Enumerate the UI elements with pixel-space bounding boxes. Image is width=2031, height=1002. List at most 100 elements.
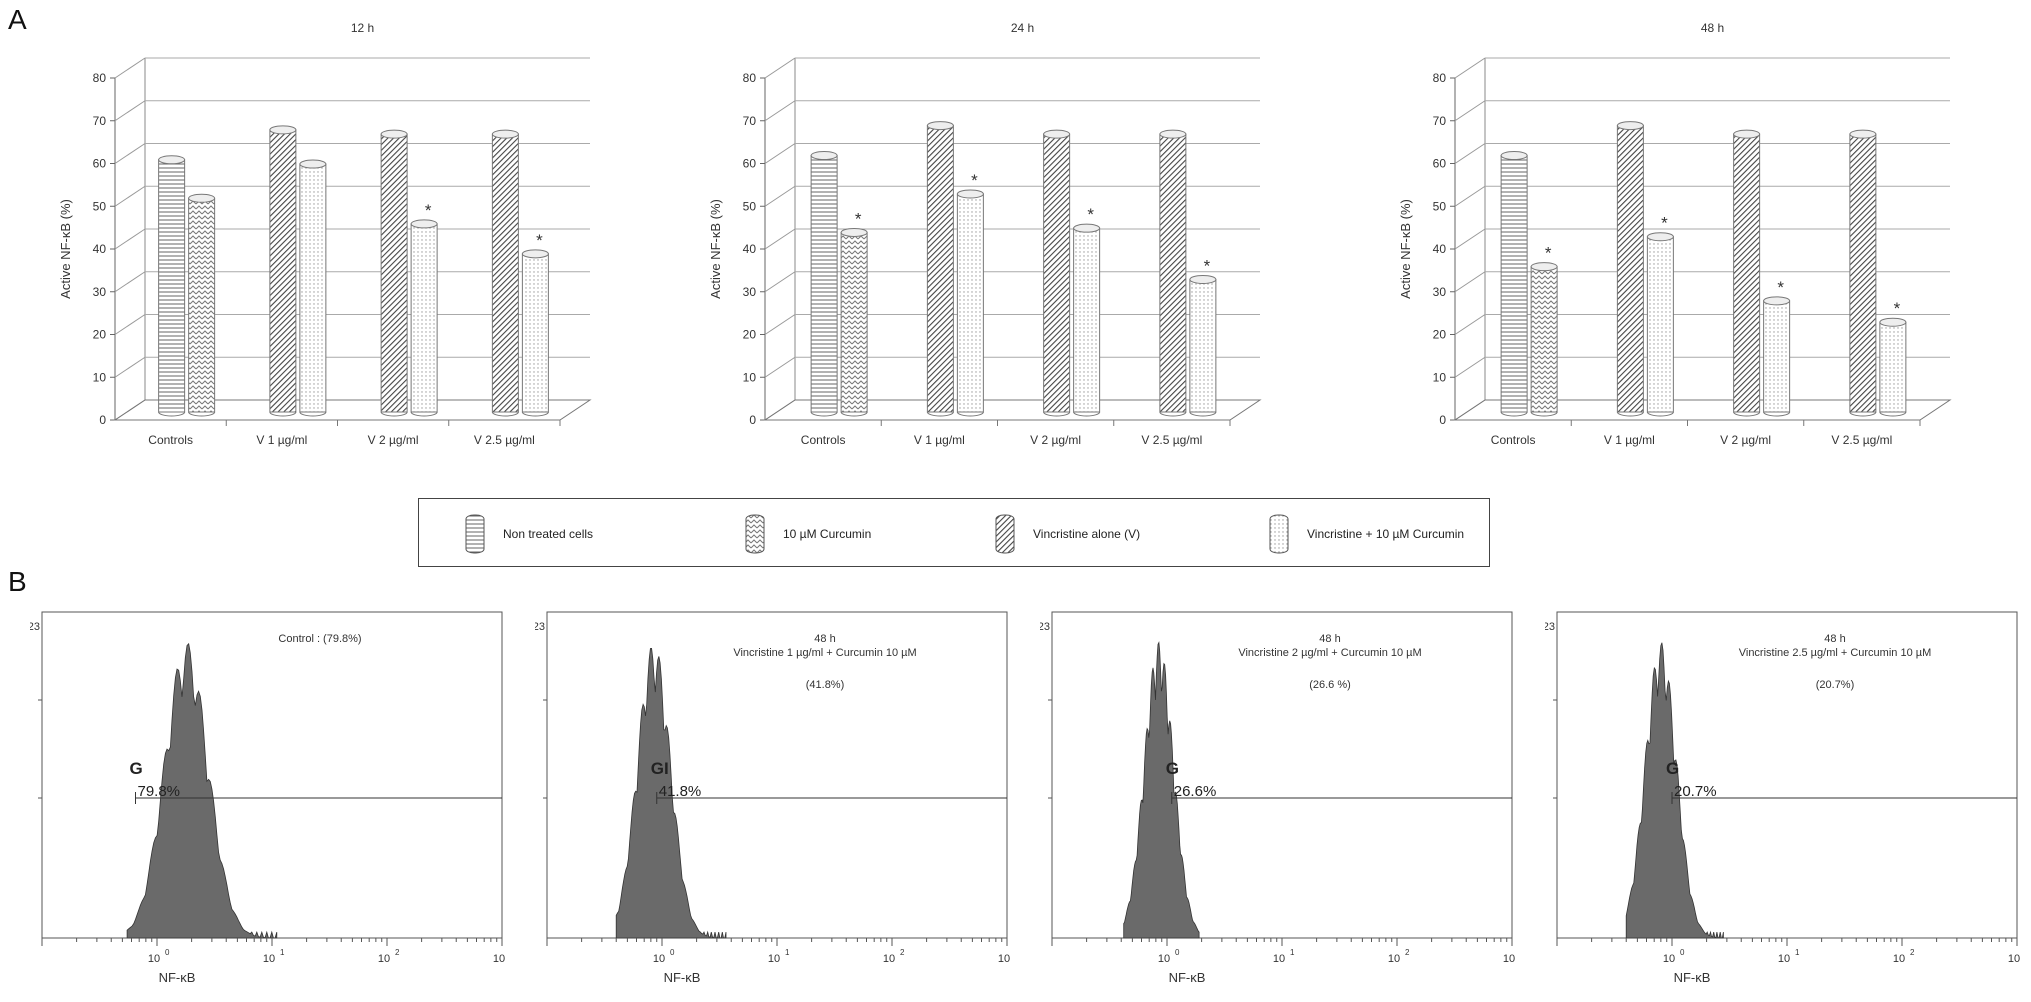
y-tick-label: 10 xyxy=(93,370,107,384)
bar-bottom xyxy=(158,411,186,417)
grid-side-line xyxy=(764,356,796,378)
y-tick-label: 30 xyxy=(93,285,107,299)
gate-percent: 20.7% xyxy=(1674,783,1717,800)
bar-top xyxy=(491,129,519,139)
gate-percent: 26.6% xyxy=(1174,783,1217,800)
significance-mark: * xyxy=(1087,205,1094,224)
bar-bottom xyxy=(1849,411,1877,417)
histogram-title: 48 h xyxy=(1824,633,1845,645)
x-axis-label: NF-κB xyxy=(1169,970,1206,985)
y-max-label: 23 xyxy=(1040,621,1050,633)
bar xyxy=(810,151,838,417)
histogram-frame xyxy=(41,611,503,939)
bar xyxy=(1530,262,1558,417)
bar-body xyxy=(956,193,984,413)
bar-top xyxy=(1733,129,1761,139)
bar-bottom xyxy=(1500,411,1528,417)
significance-mark: * xyxy=(971,171,978,190)
bar-top xyxy=(1616,121,1644,131)
bar-body xyxy=(1763,300,1791,413)
significance-mark: * xyxy=(425,201,432,220)
grid-side-line xyxy=(114,228,146,250)
bar-top xyxy=(956,189,984,199)
legend-swatch-zigzag xyxy=(745,514,765,554)
x-tick-label: 10 xyxy=(1273,953,1285,965)
histogram-percent-note: (26.6 %) xyxy=(1309,679,1351,691)
x-tick-label: V 1 µg/ml xyxy=(1604,433,1655,447)
grid-side-line xyxy=(1454,100,1486,122)
grid-side-line xyxy=(1454,185,1486,207)
bar-chart-48h-svg: 48 h 0 10 20 30 40 50 60 70 80 Active NF-κB (%) Con… xyxy=(1398,21,1952,447)
bar-body xyxy=(269,129,297,413)
histogram-title: 48 h xyxy=(814,633,835,645)
y-tick-label: 70 xyxy=(93,114,107,128)
legend-swatch-dots xyxy=(1269,514,1289,554)
x-tick-label: V 2.5 µg/ml xyxy=(474,433,535,447)
y-tick-label: 40 xyxy=(1433,242,1447,256)
x-tick-exponent: 1 xyxy=(1795,948,1800,957)
x-tick-label: 10 xyxy=(1158,953,1170,965)
bar-body xyxy=(1500,155,1528,413)
histogram-frame xyxy=(546,611,1008,939)
bar xyxy=(1763,296,1791,417)
x-axis-label: NF-κB xyxy=(1674,970,1711,985)
legend-swatch-hstripe xyxy=(465,514,485,554)
chart-floor xyxy=(763,399,1262,421)
bar-bottom xyxy=(1189,411,1217,417)
y-tick-label: 70 xyxy=(743,114,757,128)
bar-chart-24h: 24 h 0 10 20 30 40 50 60 70 80 Active NF-κB (%) Con… xyxy=(690,10,1290,470)
bar-top xyxy=(1646,232,1674,242)
bar-top xyxy=(840,227,868,237)
bar-bottom xyxy=(1763,411,1791,417)
x-tick-label: 10 xyxy=(148,953,160,965)
bar xyxy=(380,129,408,417)
histogram-frame xyxy=(1556,611,2018,939)
bar-bottom xyxy=(1159,411,1187,417)
histogram-v2: 23 G 26.6% 48 h Vincristine 2 µg/ml + Curcum… xyxy=(1040,608,1520,1002)
y-tick-label: 80 xyxy=(1433,71,1447,85)
y-tick-label: 60 xyxy=(1433,157,1447,171)
legend-label: Vincristine + 10 µM Curcumin xyxy=(1307,527,1465,541)
bar-top xyxy=(1530,262,1558,272)
significance-mark: * xyxy=(536,231,543,250)
x-tick-exponent: 2 xyxy=(1910,948,1915,957)
x-tick-label: Controls xyxy=(148,433,193,447)
bar-top xyxy=(380,129,408,139)
x-tick-label: 10 xyxy=(263,953,275,965)
legend-label: Vincristine alone (V) xyxy=(1033,527,1141,541)
bar xyxy=(1849,129,1877,417)
grid-side-line xyxy=(114,57,146,79)
bar xyxy=(926,121,954,417)
y-tick-label: 20 xyxy=(93,328,107,342)
y-tick-label: 60 xyxy=(743,157,757,171)
bar-top xyxy=(1500,151,1528,160)
bar-body xyxy=(840,231,868,413)
x-tick-label: 10 xyxy=(1388,953,1400,965)
grid-side-line xyxy=(1454,57,1486,79)
grid-side-line xyxy=(764,271,796,293)
y-tick-label: 50 xyxy=(1433,199,1447,213)
bar-chart-12h: 12 h 0 10 20 30 40 50 60 70 80 Active NF-κB (%) Con… xyxy=(40,10,620,460)
x-tick-label: V 2 µg/ml xyxy=(368,433,419,447)
y-tick-label: 70 xyxy=(1433,114,1447,128)
bar-chart-12h-svg: 12 h 0 10 20 30 40 50 60 70 80 Active NF-κB (%) Con… xyxy=(58,21,592,447)
bar xyxy=(1159,129,1187,417)
bar xyxy=(299,159,327,417)
x-tick-exponent: 2 xyxy=(395,948,400,957)
bar-chart-48h: 48 h 0 10 20 30 40 50 60 70 80 Active NF-κB (%) Con… xyxy=(1380,10,1980,470)
x-tick-exponent: 1 xyxy=(1290,948,1295,957)
histogram-distribution xyxy=(1123,641,1200,939)
bar xyxy=(840,227,868,417)
bar-bottom xyxy=(269,411,297,417)
bar xyxy=(269,125,297,417)
bar-bottom xyxy=(1530,411,1558,417)
bar-top xyxy=(1849,129,1877,139)
legend-label: 10 µM Curcumin xyxy=(783,527,872,541)
x-tick-label: 10 xyxy=(493,953,505,965)
y-tick-label: 40 xyxy=(93,242,107,256)
x-tick-label: 10 xyxy=(883,953,895,965)
bar-top xyxy=(1159,129,1187,139)
histogram-subtitle: Vincristine 2.5 µg/ml + Curcumin 10 µM xyxy=(1739,647,1932,659)
bar-body xyxy=(410,223,438,413)
